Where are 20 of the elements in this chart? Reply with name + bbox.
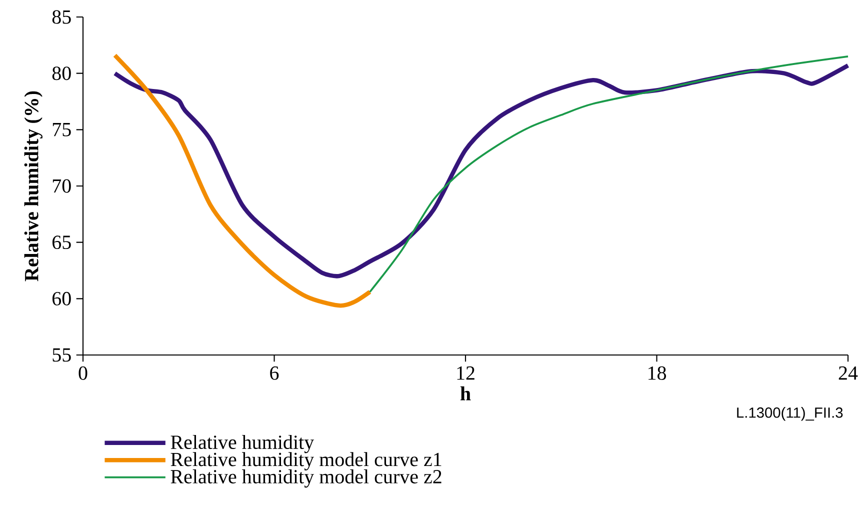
y-tick-label: 85: [52, 10, 71, 24]
text: L.1300(11)_FII.3: [737, 407, 843, 421]
x-axis-title: h: [460, 386, 471, 400]
legend-label: Relative humidity: [170, 434, 314, 454]
y-tick-label: 55: [52, 348, 71, 362]
y-tick-label: 60: [52, 292, 71, 306]
y-tick-label: 65: [52, 236, 71, 250]
line-series: [112, 53, 372, 308]
x-tick-label: 24: [838, 366, 858, 380]
x-tick-label: 6: [270, 366, 279, 380]
x-tick-label: 18: [648, 366, 666, 380]
line-series: [368, 56, 849, 293]
x-tick-label: 0: [78, 366, 88, 380]
y-tick-label: 75: [52, 123, 71, 136]
legend-label: Relative humidity model curve z2: [170, 469, 442, 488]
y-axis-title: Relative humidity (%): [24, 91, 42, 282]
legend-label: Relative humidity model curve z1: [170, 452, 442, 470]
x-tick-label: 12: [457, 366, 474, 380]
y-tick-label: 70: [52, 179, 71, 193]
y-tick-label: 80: [52, 66, 71, 80]
